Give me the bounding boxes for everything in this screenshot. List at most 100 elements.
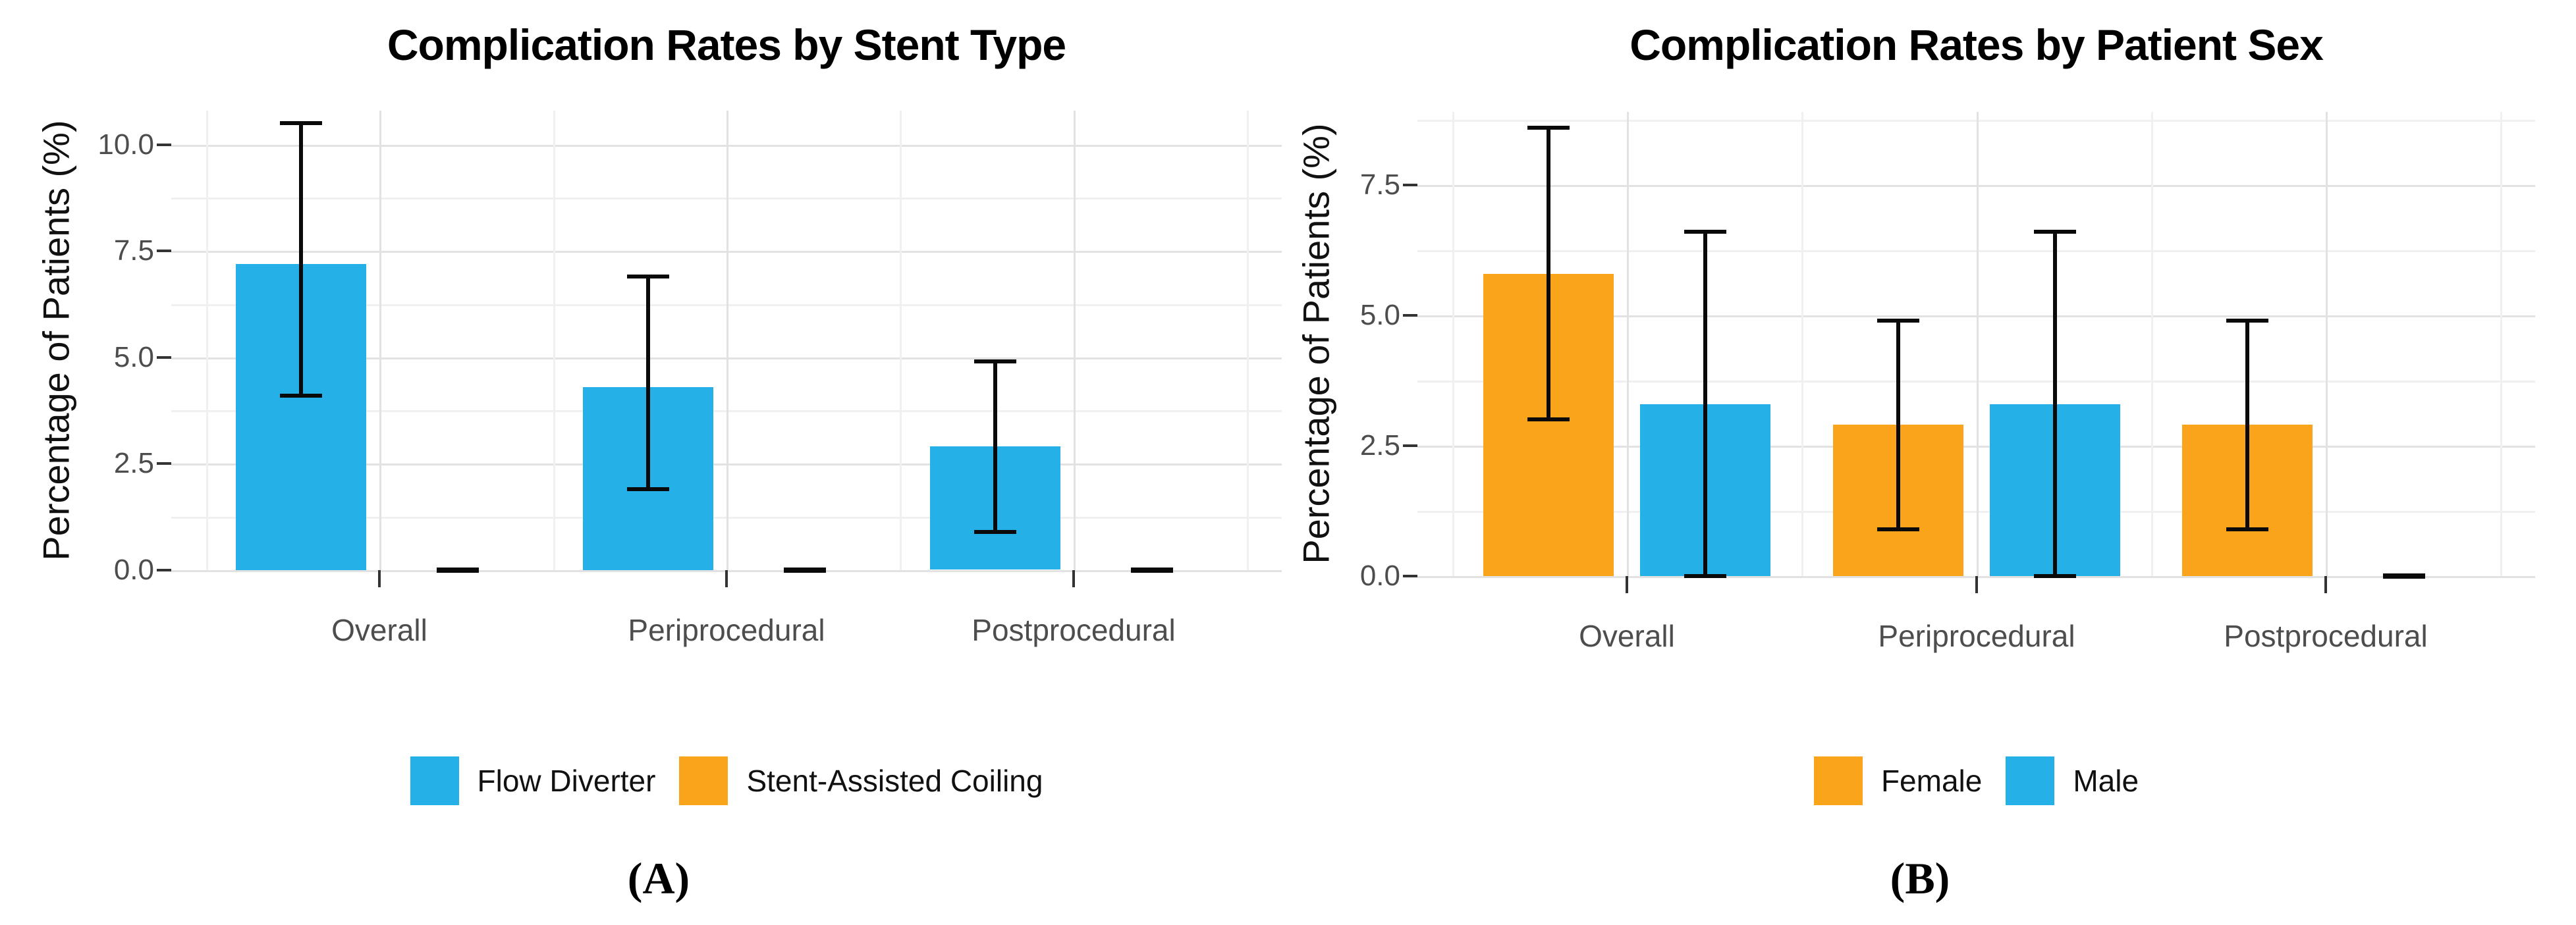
error-bar-cap — [1527, 126, 1570, 130]
error-bar-cap — [280, 394, 322, 398]
legend-entry: Flow Diverter — [410, 756, 656, 805]
error-bar-cap — [627, 487, 669, 491]
zero-value-dash — [2383, 573, 2425, 579]
y-tick-label: 0.0 — [113, 554, 154, 586]
y-axis-tick — [1403, 444, 1417, 447]
gridline-v-minor — [1452, 112, 1454, 576]
gridline-minor — [1417, 511, 2535, 513]
x-category-label: Postprocedural — [972, 613, 1176, 647]
gridline-v-minor — [1247, 111, 1249, 570]
error-bar-cap — [280, 121, 322, 125]
error-bar-line — [1896, 321, 1900, 529]
error-bar-line — [646, 277, 650, 489]
gridline-v-minor — [1801, 112, 1803, 576]
gridline-v-major — [1074, 111, 1076, 570]
error-bar-cap — [974, 359, 1016, 363]
gridline-minor — [1417, 120, 2535, 122]
legend-swatch-male — [2006, 756, 2055, 805]
zero-value-dash — [784, 568, 826, 573]
y-tick-label: 0.0 — [1359, 560, 1400, 592]
legend-label: Stent-Assisted Coiling — [746, 764, 1043, 798]
chart-title: Complication Rates by Stent Type — [387, 20, 1066, 69]
legend-entry: Stent-Assisted Coiling — [679, 756, 1043, 805]
error-bar-line — [1547, 128, 1550, 420]
x-category-label: Periprocedural — [1878, 619, 2075, 653]
gridline-v-major — [2326, 112, 2328, 576]
gridline-major — [1417, 185, 2535, 187]
error-bar-cap — [2226, 319, 2268, 323]
legend-label: Female — [1880, 764, 1983, 798]
y-tick-label: 5.0 — [113, 341, 154, 373]
y-tick-label: 10.0 — [97, 128, 154, 161]
x-category-label: Postprocedural — [2224, 619, 2428, 653]
error-bar-line — [299, 123, 303, 395]
gridline-v-minor — [2500, 112, 2502, 576]
gridline-v-major — [1627, 112, 1629, 576]
x-category-label: Periprocedural — [628, 613, 825, 647]
x-category-label: Overall — [331, 613, 427, 647]
y-axis-tick — [1403, 575, 1417, 577]
legend-label: Male — [2073, 764, 2139, 798]
error-bar-cap — [627, 275, 669, 278]
gridline-minor — [1417, 381, 2535, 383]
subfigure-caption-a: (A) — [627, 853, 690, 903]
error-bar-cap — [1684, 574, 1726, 578]
y-axis-tick — [1403, 314, 1417, 317]
gridline-v-major — [379, 111, 381, 570]
legend-label: Flow Diverter — [477, 764, 656, 798]
x-axis-tick — [1072, 570, 1075, 587]
plot-area — [1417, 112, 2535, 579]
x-axis-tick — [378, 570, 381, 587]
zero-value-dash — [1131, 568, 1173, 573]
error-bar-cap — [2034, 574, 2076, 578]
y-tick-label: 7.5 — [113, 234, 154, 267]
error-bar-line — [2053, 232, 2057, 576]
x-axis-tick — [725, 570, 728, 587]
chart-title: Complication Rates by Patient Sex — [1630, 20, 2324, 69]
error-bar-cap — [974, 530, 1016, 534]
x-axis-tick — [2324, 576, 2327, 593]
gridline-major — [1417, 315, 2535, 317]
gridline-minor — [1417, 250, 2535, 252]
x-axis-tick — [1626, 576, 1628, 593]
error-bar-cap — [2034, 230, 2076, 234]
error-bar-cap — [1877, 319, 1919, 323]
error-bar-cap — [1527, 417, 1570, 421]
legend-entry: Female — [1813, 756, 1983, 805]
y-tick-label: 5.0 — [1359, 299, 1400, 331]
y-tick-label: 7.5 — [1359, 169, 1400, 201]
y-axis-tick — [157, 462, 171, 465]
chart-panel-patient-sex: Complication Rates by Patient Sex Percen… — [1288, 0, 2576, 925]
legend: Flow Diverter Stent-Assisted Coiling — [171, 754, 1282, 807]
y-axis-tick — [1403, 184, 1417, 186]
gridline-v-major — [1977, 112, 1979, 576]
y-tick-label: 2.5 — [113, 447, 154, 479]
plot-area — [171, 111, 1282, 573]
error-bar-cap — [2226, 527, 2268, 531]
chart-panel-stent-type: Complication Rates by Stent Type Percent… — [36, 20, 1282, 903]
y-tick-label: 2.5 — [1359, 429, 1400, 462]
y-axis-tick — [157, 250, 171, 252]
zero-value-dash — [437, 568, 479, 573]
y-axis-tick — [157, 356, 171, 359]
legend-swatch-female — [1813, 756, 1863, 805]
y-axis-tick — [157, 569, 171, 571]
gridline-major — [1417, 446, 2535, 448]
x-axis-tick — [1975, 576, 1978, 593]
gridline-v-minor — [553, 111, 555, 570]
error-bar-line — [1703, 232, 1707, 576]
y-axis-tick — [157, 144, 171, 146]
legend-swatch-stent-assisted-coiling — [679, 756, 728, 805]
subfigure-caption-b: (B) — [1890, 853, 1950, 903]
error-bar-cap — [1877, 527, 1919, 531]
legend: Female Male — [1417, 754, 2535, 807]
error-bar-line — [993, 361, 997, 531]
x-category-label: Overall — [1579, 619, 1675, 653]
error-bar-cap — [1684, 230, 1726, 234]
gridline-v-minor — [900, 111, 902, 570]
legend-swatch-flow-diverter — [410, 756, 459, 805]
gridline-v-major — [726, 111, 728, 570]
gridline-v-minor — [2151, 112, 2153, 576]
error-bar-line — [2245, 321, 2249, 529]
